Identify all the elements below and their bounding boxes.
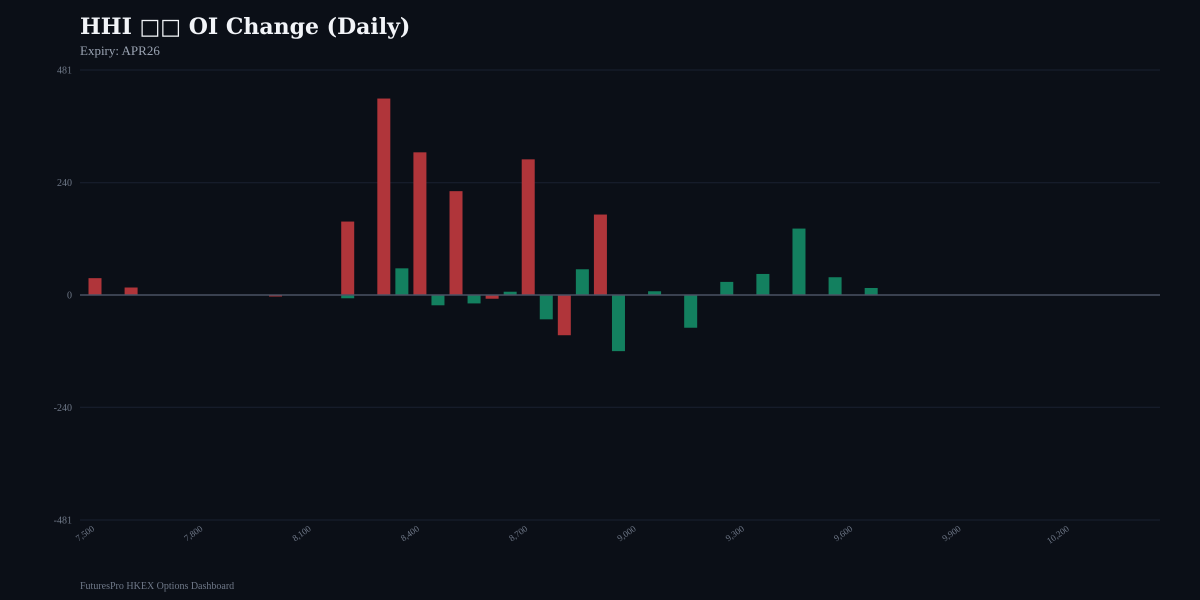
x-tick-label: 10,200 [1045, 523, 1071, 546]
bar-series-1-strike-8850 [575, 269, 589, 295]
bar-series-0-strike-8300 [377, 98, 391, 295]
y-tick-label: 0 [67, 291, 72, 302]
bar-series-1-strike-9250 [720, 281, 734, 295]
bar-series-1-strike-9050 [648, 291, 662, 295]
bar-series-0-strike-8600 [485, 295, 499, 299]
bar-series-0-strike-7600 [124, 287, 138, 295]
x-tick-label: 8,400 [399, 523, 422, 543]
y-tick-label: 481 [57, 66, 72, 77]
x-tick-label: 9,300 [724, 523, 747, 543]
x-tick-label: 7,500 [74, 523, 97, 543]
bars [88, 98, 878, 352]
bar-series-0-strike-8200 [341, 221, 355, 295]
bar-series-0-strike-8800 [557, 295, 571, 336]
bar-series-1-strike-8750 [539, 295, 553, 320]
chart-subtitle: Expiry: APR26 [80, 43, 160, 58]
bar-series-1-strike-9150 [684, 295, 698, 328]
x-tick-label: 8,100 [290, 523, 313, 543]
y-tick-label: -240 [54, 403, 72, 414]
bar-series-0-strike-8700 [521, 159, 535, 295]
x-tick-label: 9,000 [615, 523, 638, 543]
bar-series-1-strike-9350 [756, 273, 770, 295]
y-tick-label: -481 [54, 516, 72, 527]
x-tick-label: 9,900 [940, 523, 963, 543]
bar-series-0-strike-8500 [449, 191, 463, 295]
y-tick-label: 240 [57, 178, 72, 189]
bar-series-1-strike-8950 [611, 295, 625, 352]
bar-series-1-strike-8200 [341, 295, 355, 299]
bar-series-1-strike-9550 [828, 277, 842, 295]
x-tick-label: 8,700 [507, 523, 530, 543]
bar-series-1-strike-9650 [864, 287, 878, 295]
x-tick-label: 9,600 [832, 523, 855, 543]
bar-series-1-strike-8550 [467, 295, 481, 304]
bar-series-0-strike-7500 [88, 278, 102, 295]
bar-series-1-strike-9450 [792, 228, 806, 295]
bar-series-1-strike-8350 [395, 268, 409, 295]
chart-title: HHI □□ OI Change (Daily) [80, 14, 411, 40]
footer-credit: FuturesPro HKEX Options Dashboard [80, 581, 235, 592]
bar-series-0-strike-8900 [593, 214, 607, 295]
bar-series-0-strike-8400 [413, 152, 427, 295]
bar-series-1-strike-8450 [431, 295, 445, 306]
x-tick-label: 7,800 [182, 523, 205, 543]
bar-series-1-strike-8650 [503, 291, 517, 295]
gridlines [80, 69, 1160, 521]
